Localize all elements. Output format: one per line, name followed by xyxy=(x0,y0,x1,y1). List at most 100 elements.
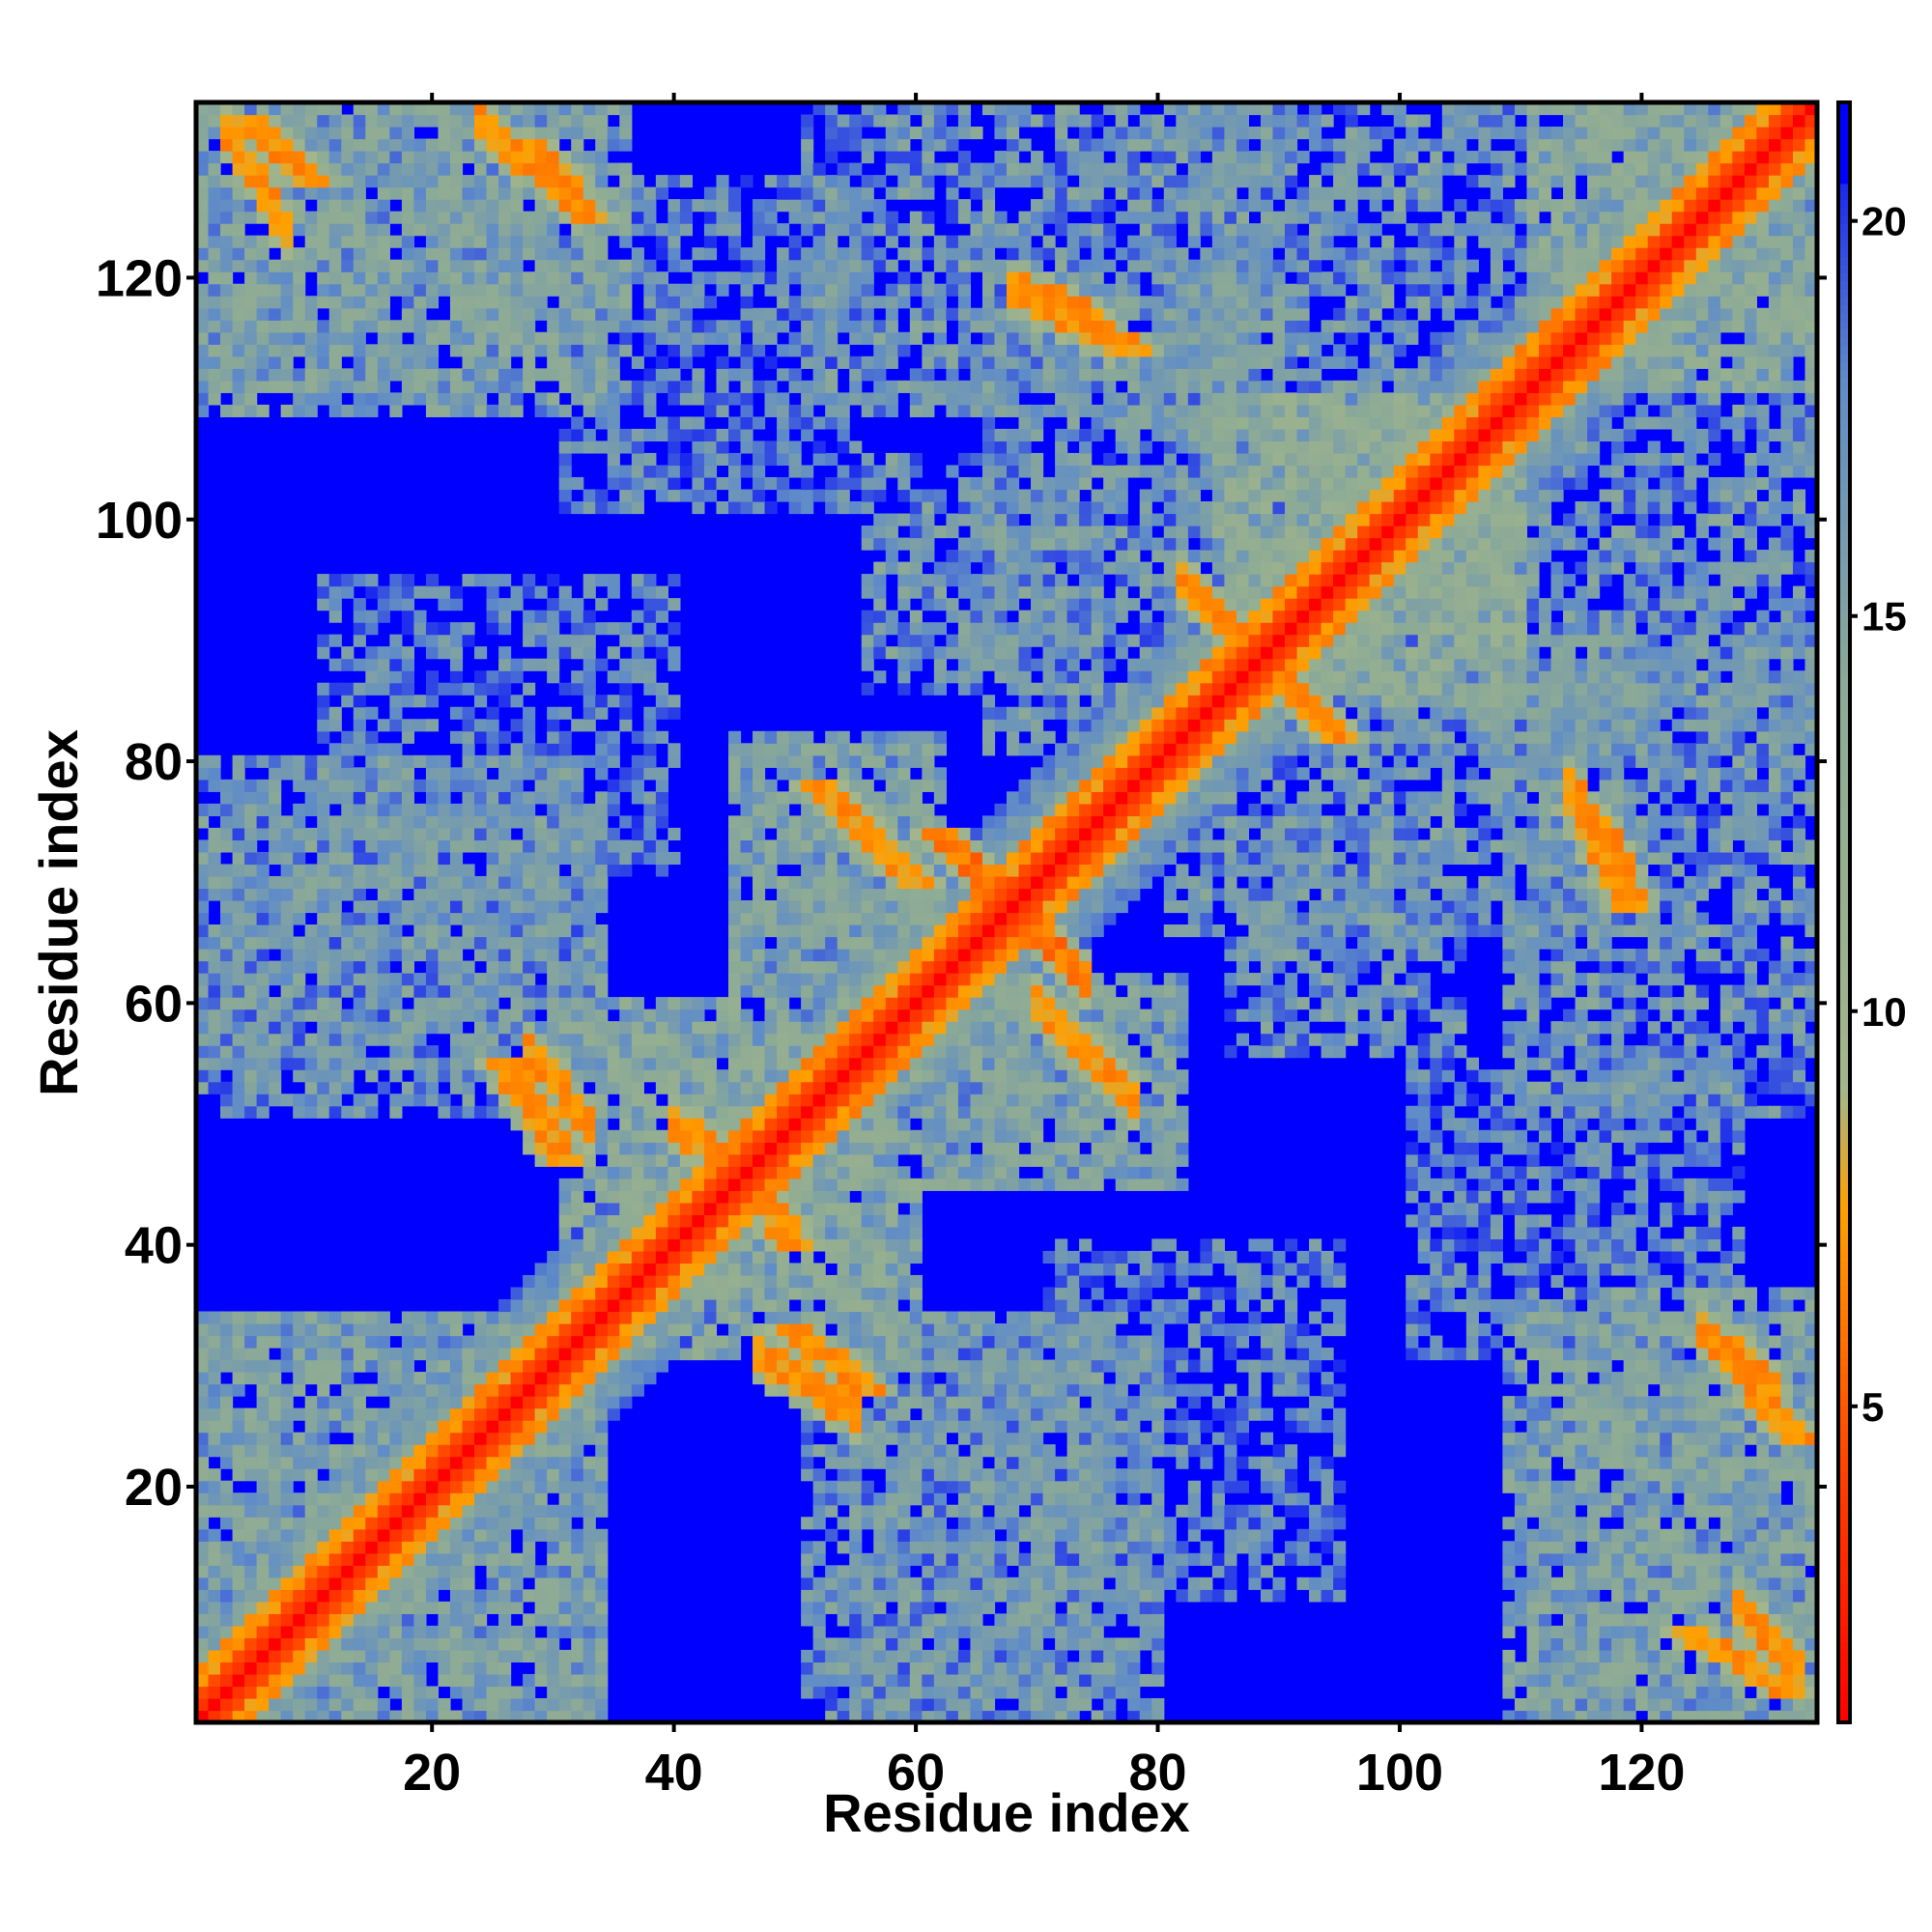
heatmap-cell xyxy=(1708,1396,1721,1409)
heatmap-cell xyxy=(1647,1094,1661,1107)
heatmap-cell xyxy=(293,1710,306,1723)
heatmap-cell xyxy=(1176,1298,1189,1313)
heatmap-cell xyxy=(1236,1541,1250,1554)
heatmap-cell xyxy=(1031,1444,1044,1458)
heatmap-cell xyxy=(922,1432,935,1445)
heatmap-cell xyxy=(1007,1613,1020,1627)
heatmap-cell xyxy=(1018,1129,1032,1143)
heatmap-cell xyxy=(1695,1504,1709,1518)
heatmap-cell xyxy=(1526,1613,1540,1627)
heatmap-cell xyxy=(933,1492,947,1506)
heatmap-cell xyxy=(208,1589,221,1603)
heatmap-cell xyxy=(449,1420,464,1434)
heatmap-cell xyxy=(256,1504,270,1518)
heatmap-cell xyxy=(1647,1613,1661,1627)
heatmap-cell xyxy=(1660,1274,1673,1289)
heatmap-cell xyxy=(1744,1407,1757,1421)
heatmap-cell xyxy=(1007,1335,1020,1349)
heatmap-cell xyxy=(534,1105,548,1119)
heatmap-cell xyxy=(897,1649,911,1663)
heatmap-cell xyxy=(558,1673,572,1688)
heatmap-cell xyxy=(1151,1528,1165,1542)
heatmap-cell xyxy=(1526,1662,1540,1675)
heatmap-cell xyxy=(256,1021,270,1035)
heatmap-cell xyxy=(933,1383,947,1397)
heatmap-cell xyxy=(1611,1069,1625,1083)
heatmap-cell xyxy=(1187,1517,1201,1530)
heatmap-cell xyxy=(740,1094,753,1107)
heatmap-cell xyxy=(753,1323,766,1337)
heatmap-cell xyxy=(740,1190,753,1204)
heatmap-cell xyxy=(1018,1069,1032,1083)
heatmap-cell xyxy=(801,1420,814,1434)
heatmap-cell xyxy=(897,1577,911,1590)
heatmap-cell xyxy=(1103,1033,1117,1046)
heatmap-cell xyxy=(1018,1649,1032,1663)
heatmap-cell xyxy=(558,1081,572,1094)
heatmap-cell xyxy=(232,1662,245,1675)
heatmap-cell xyxy=(607,1069,620,1083)
heatmap-cell xyxy=(1163,1069,1177,1083)
heatmap-cell xyxy=(523,1274,536,1289)
heatmap-cell xyxy=(1780,1396,1794,1409)
heatmap-cell xyxy=(1115,1601,1128,1614)
heatmap-cell xyxy=(1635,1697,1649,1712)
heatmap-cell xyxy=(1502,1625,1516,1638)
heatmap-cell xyxy=(547,1601,560,1614)
heatmap-cell xyxy=(208,1045,221,1059)
heatmap-cell xyxy=(692,1202,705,1215)
heatmap-cell xyxy=(449,1383,464,1397)
heatmap-cell xyxy=(1478,1214,1492,1228)
heatmap-cell xyxy=(812,1589,826,1603)
heatmap-cell xyxy=(812,1348,826,1361)
heatmap-cell xyxy=(269,1625,282,1638)
heatmap-cell xyxy=(1042,1323,1056,1337)
heatmap-cell xyxy=(849,1456,863,1469)
heatmap-cell xyxy=(1635,1625,1649,1638)
heatmap-cell xyxy=(655,1178,668,1191)
heatmap-cell xyxy=(1587,1649,1601,1663)
heatmap-cell xyxy=(1587,1468,1601,1482)
heatmap-cell xyxy=(256,1396,270,1409)
heatmap-cell xyxy=(1514,1129,1528,1143)
heatmap-cell xyxy=(1708,1033,1721,1046)
heatmap-cell xyxy=(631,1105,644,1119)
heatmap-cell xyxy=(1055,1372,1068,1385)
heatmap-cell xyxy=(571,1432,584,1445)
heatmap-cell xyxy=(353,1565,366,1578)
heatmap-cell xyxy=(462,1673,475,1688)
heatmap-cell xyxy=(777,1238,790,1252)
heatmap-cell xyxy=(837,1190,850,1204)
heatmap-cell xyxy=(1091,1311,1104,1324)
heatmap-cell xyxy=(558,1710,572,1723)
heatmap-cell xyxy=(510,1492,524,1506)
heatmap-cell xyxy=(571,1311,584,1324)
heatmap-cell xyxy=(631,1348,644,1361)
heatmap-cell xyxy=(1623,1045,1636,1059)
heatmap-cell xyxy=(1611,1081,1625,1094)
heatmap-cell xyxy=(1091,1263,1104,1276)
heatmap-cell xyxy=(510,1565,524,1578)
heatmap-cell xyxy=(643,1153,657,1167)
heatmap-cell xyxy=(1103,1662,1117,1675)
heatmap-cell xyxy=(1272,1033,1286,1046)
heatmap-cell xyxy=(1587,1323,1601,1337)
heatmap-cell xyxy=(1623,1166,1636,1179)
heatmap-cell xyxy=(1151,1444,1165,1458)
heatmap-cell xyxy=(1018,1348,1032,1361)
heatmap-cell xyxy=(801,1348,814,1361)
heatmap-cell xyxy=(1272,1589,1286,1603)
heatmap-cell xyxy=(244,1081,258,1094)
heatmap-cell xyxy=(196,1710,210,1723)
heatmap-cell xyxy=(861,1625,874,1638)
heatmap-cell xyxy=(631,1190,644,1204)
heatmap-cell xyxy=(873,1420,887,1434)
heatmap-cell xyxy=(1563,1456,1577,1469)
heatmap-cell xyxy=(1066,1383,1080,1397)
heatmap-cell xyxy=(595,1069,609,1083)
heatmap-cell xyxy=(1538,1383,1552,1397)
heatmap-cell xyxy=(1719,1552,1733,1566)
heatmap-cell xyxy=(474,1311,488,1324)
heatmap-cell xyxy=(377,1057,390,1070)
heatmap-cell xyxy=(1151,1335,1165,1349)
